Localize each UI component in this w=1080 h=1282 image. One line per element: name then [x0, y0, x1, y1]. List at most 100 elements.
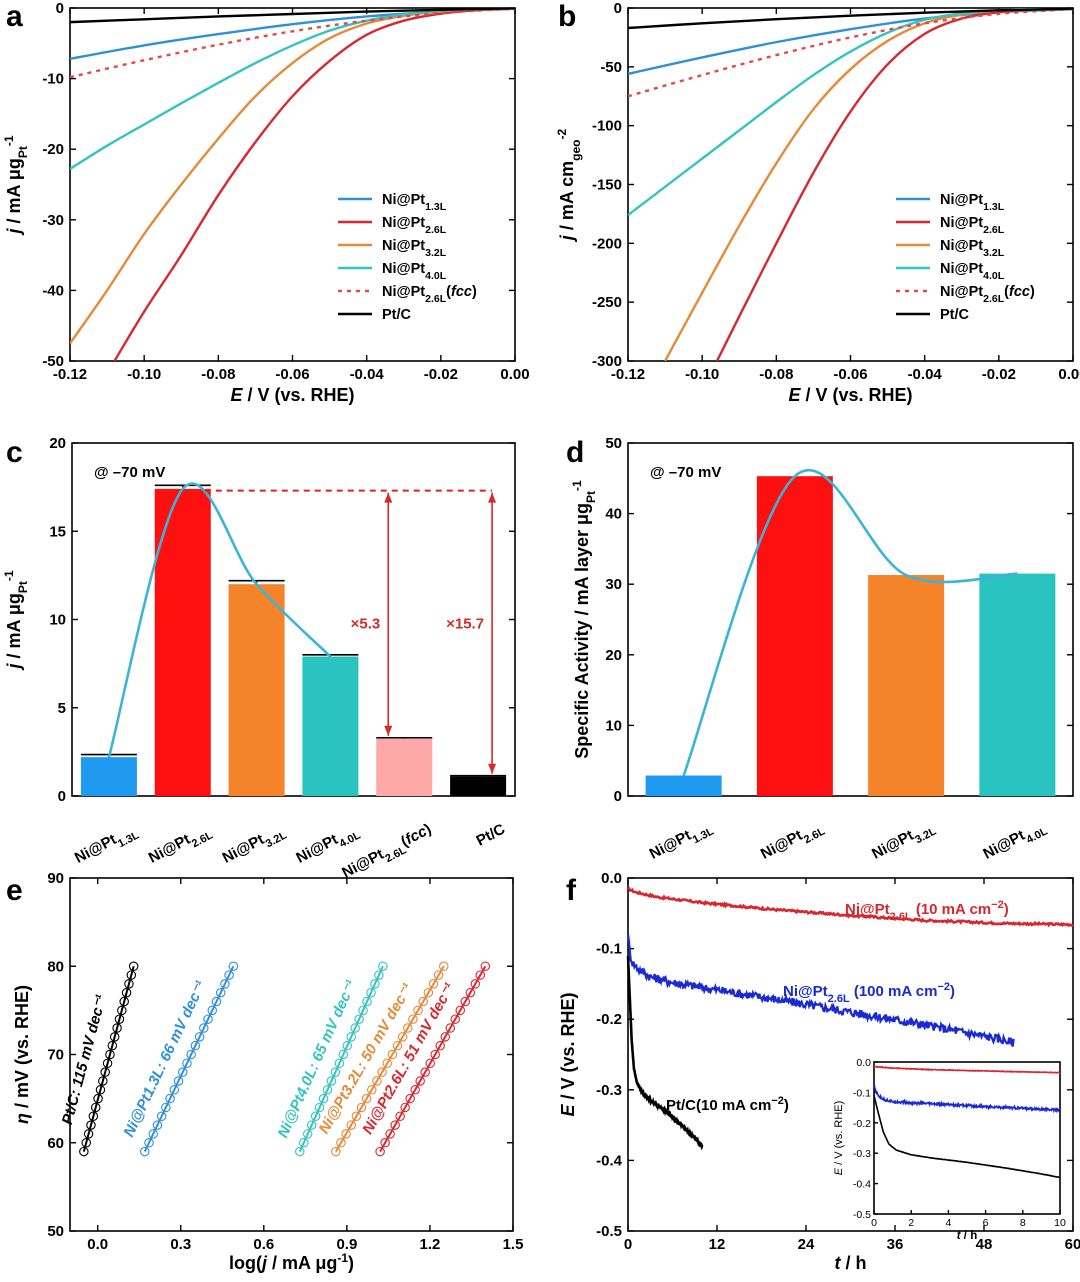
series-line [664, 8, 1073, 361]
data-point [128, 961, 139, 971]
data-point [152, 1120, 163, 1130]
y-tick-label: -200 [592, 235, 622, 252]
data-point [326, 1076, 337, 1086]
annotation: @ –70 mV [94, 464, 165, 481]
y-tick-label: 10 [605, 717, 622, 734]
data-point [199, 1023, 209, 1033]
data-point [140, 1146, 150, 1157]
data-point [366, 987, 376, 998]
data-point [358, 1005, 368, 1016]
x-axis-title: t / h [835, 1253, 867, 1273]
y-tick-label: -50 [42, 353, 64, 370]
data-point [211, 996, 222, 1007]
data-point [114, 1014, 125, 1024]
data-point [93, 1093, 103, 1104]
inset-x-title: t / h [957, 1230, 977, 1242]
data-point [423, 987, 434, 998]
data-point [330, 1067, 341, 1077]
y-tick-label: 70 [47, 1047, 64, 1064]
data-point [190, 1040, 201, 1051]
data-point [439, 961, 449, 971]
x-tick-label: -0.06 [275, 366, 309, 383]
data-point [318, 1093, 329, 1104]
data-point [377, 1067, 387, 1077]
inset-y-tick-label: -0.1 [853, 1087, 871, 1099]
inset-y-tick-label: -0.5 [853, 1209, 871, 1221]
trend-line [682, 468, 1018, 776]
x-tick-label: 1.2 [420, 1236, 441, 1253]
inset-x-tick-label: 2 [908, 1217, 914, 1229]
x-tick-label: 0.00 [1058, 366, 1080, 383]
legend-label: Ni@Pt1.3L [382, 192, 447, 213]
data-point [367, 1085, 377, 1095]
series-line [70, 8, 515, 24]
stability-label: Ni@Pt2.6L (100 mA cm−2) [783, 981, 955, 1005]
inset-y-tick-label: -0.3 [853, 1148, 871, 1160]
data-point [390, 1120, 400, 1130]
inset-trace [873, 1095, 1061, 1179]
inset-x-tick-label: 6 [983, 1217, 989, 1229]
y-tick-label: -40 [42, 282, 64, 299]
panel-e: 0.0 0.3 0.6 0.9 1.2 1.5 50 60 70 80 90 Pt/C: 115 mV… [12, 870, 523, 1273]
data-point [105, 1049, 115, 1060]
y-tick-label: 20 [605, 647, 622, 664]
y-tick-label: -100 [592, 118, 622, 135]
y-axis-title: j / mA cmgeo-2 [555, 128, 583, 242]
data-point [100, 1067, 110, 1077]
data-point [460, 996, 471, 1007]
legend-label: Ni@Pt1.3L [940, 192, 1005, 213]
category-label: Ni@Pt3.2L [869, 816, 938, 867]
data-point [95, 1085, 106, 1095]
y-tick-label: 10 [49, 612, 66, 629]
data-point [98, 1076, 108, 1086]
data-point [415, 1076, 425, 1086]
trend-line [107, 482, 332, 758]
y-axis-title: E / V (vs. RHE) [558, 992, 578, 1116]
y-axis-title: η / mV (vs. RHE) [12, 985, 32, 1124]
inset-trace [873, 1065, 1061, 1074]
data-point [480, 961, 491, 971]
inset-y-tick-label: -0.4 [853, 1179, 871, 1191]
panel-letter: d [566, 436, 584, 469]
y-tick-label: -50 [600, 59, 622, 76]
inset-background [874, 1062, 1060, 1214]
data-point [186, 1049, 196, 1060]
panel-letter: a [6, 0, 23, 33]
data-point [382, 1058, 392, 1069]
data-point [331, 1146, 341, 1157]
data-point [378, 961, 388, 971]
data-point [302, 1129, 313, 1139]
x-tick-label: -0.04 [350, 366, 385, 383]
x-tick-label: 0.3 [170, 1236, 191, 1253]
category-label: Ni@Pt1.3L [647, 816, 716, 867]
panel-letter: e [6, 874, 23, 907]
panel-a: -0.12 -0.10 -0.08 -0.06 -0.04 -0.02 0.00 0 -10 -2… [2, 0, 530, 405]
data-point [445, 1023, 455, 1033]
data-point [341, 1129, 351, 1139]
data-point [88, 1111, 99, 1122]
data-point [79, 1146, 89, 1157]
data-point [215, 987, 226, 998]
x-tick-label: 1.5 [503, 1236, 524, 1253]
legend-label: Ni@Pt2.6L [940, 215, 1005, 236]
data-point [228, 961, 239, 971]
data-point [83, 1129, 94, 1139]
data-point [450, 1014, 461, 1024]
category-label: Ni@Pt1.3L [72, 820, 141, 871]
plot-frame [69, 877, 514, 1232]
x-tick-label: 60 [1065, 1236, 1080, 1253]
y-tick-label: 40 [605, 506, 622, 523]
x-tick-label: 0.9 [336, 1236, 357, 1253]
bar [376, 738, 433, 796]
y-tick-label: -10 [42, 71, 64, 88]
x-axis-title: log(j / mA μg-1) [229, 1251, 354, 1273]
annotation: @ –70 mV [650, 464, 721, 481]
x-tick-label: -0.10 [685, 366, 719, 383]
inset-trace [873, 1084, 1061, 1114]
data-point [338, 1049, 349, 1060]
data-point [410, 1085, 420, 1095]
category-label: Ni@Pt4.0L [980, 816, 1049, 867]
panel-d: 0 10 20 30 40 50 Ni@Pt1.3L Ni@Pt2.6L Ni@Pt3.2L Ni… [570, 435, 1074, 867]
